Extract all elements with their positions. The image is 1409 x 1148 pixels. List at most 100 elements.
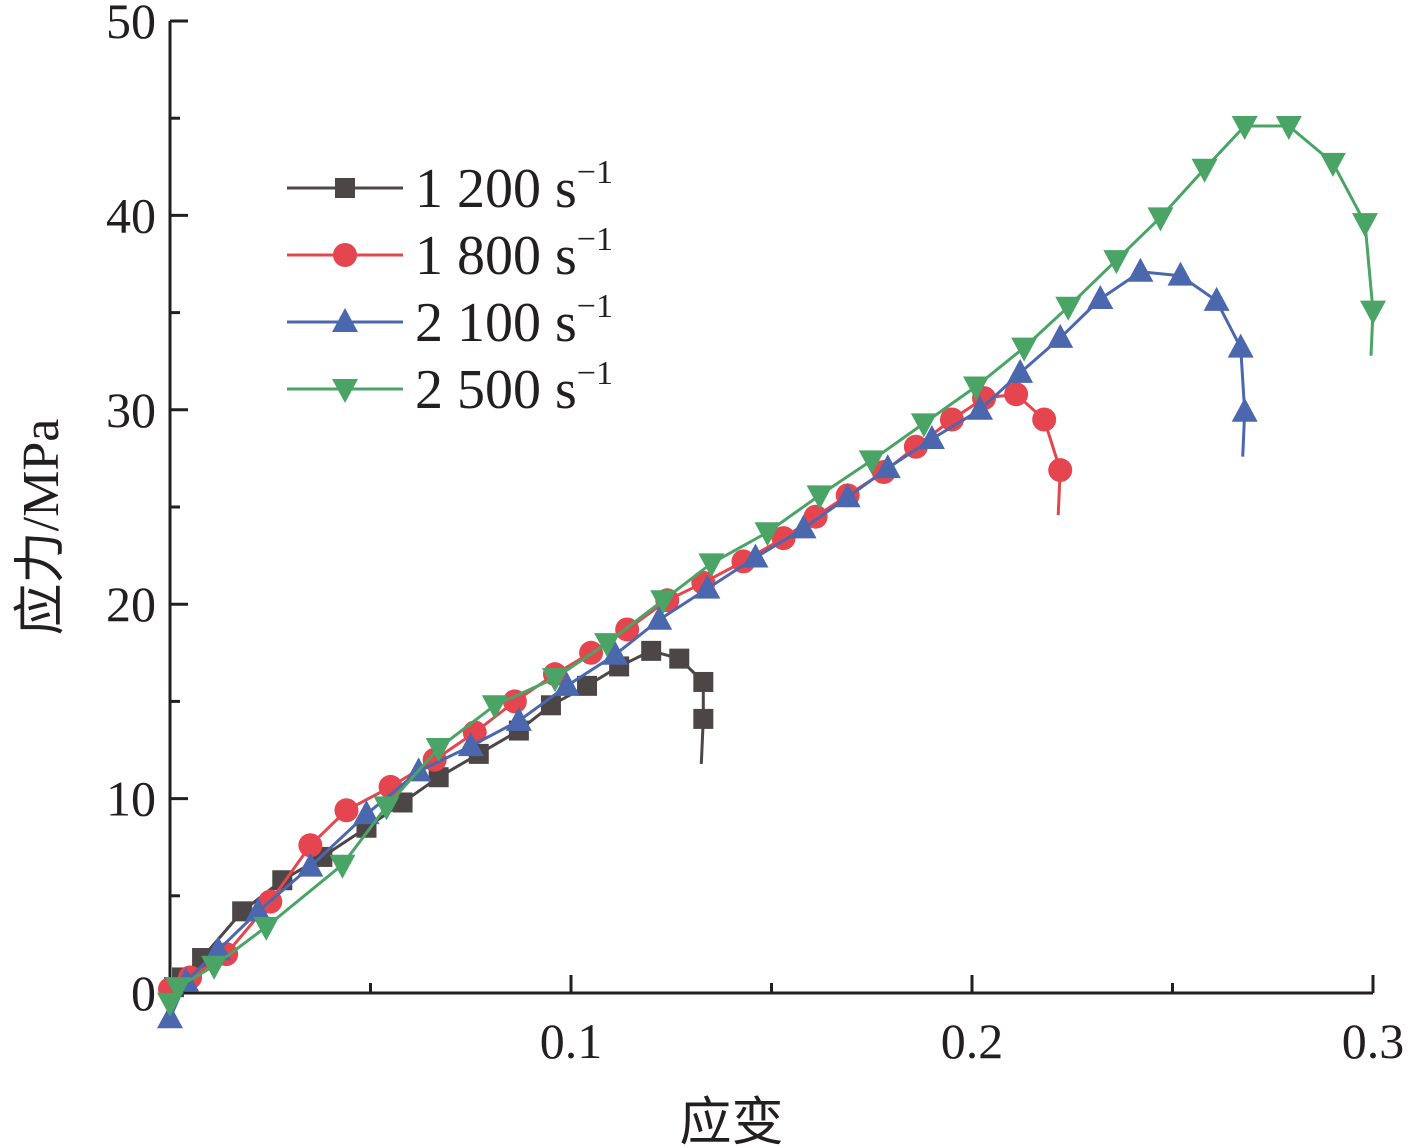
- data-point: [1203, 286, 1230, 311]
- data-point: [1087, 284, 1114, 309]
- series-1: [164, 640, 714, 998]
- data-point: [858, 450, 885, 475]
- series-line: [168, 124, 1375, 1004]
- data-point: [505, 706, 532, 731]
- data-point: [1047, 323, 1074, 348]
- data-point: [428, 767, 449, 788]
- data-point: [1032, 407, 1057, 432]
- data-point: [1275, 115, 1302, 140]
- data-point: [939, 407, 964, 432]
- data-point: [641, 640, 662, 661]
- data-point: [502, 689, 527, 714]
- y-tick-label: 0: [131, 965, 156, 1021]
- data-point: [1227, 333, 1254, 358]
- data-point: [693, 671, 714, 692]
- axis-ticks: 0 10 20 30 40 50 0.1 0.2 0.3: [106, 0, 1404, 1069]
- series-line: [168, 270, 1247, 1019]
- data-point: [669, 648, 690, 669]
- legend-superscript: −1: [577, 154, 613, 191]
- legend-item: 2 100 s−1: [287, 288, 613, 354]
- data-point: [790, 514, 817, 539]
- data-point: [694, 574, 721, 599]
- data-point: [693, 708, 714, 729]
- data-point: [967, 395, 994, 420]
- data-point: [245, 897, 272, 922]
- data-point: [157, 992, 183, 1017]
- y-tick-label: 20: [106, 576, 156, 632]
- data-point: [1231, 115, 1258, 140]
- data-point: [1147, 207, 1174, 232]
- data-point: [481, 695, 508, 720]
- legend-marker: [333, 243, 357, 267]
- legend-label: 2 500 s−1: [415, 355, 613, 421]
- y-tick-label: 10: [106, 771, 156, 827]
- data-point: [541, 668, 568, 693]
- data-point: [329, 854, 356, 879]
- y-tick-label: 40: [106, 187, 156, 243]
- legend-item: 1 200 s−1: [287, 154, 613, 220]
- data-point: [698, 553, 725, 578]
- legend-marker: [332, 308, 358, 332]
- data-point: [373, 796, 400, 821]
- x-axis-title: 应变: [679, 1095, 783, 1148]
- data-point: [874, 454, 901, 479]
- data-point: [602, 640, 629, 665]
- data-point: [1127, 257, 1154, 282]
- data-point: [297, 852, 324, 877]
- data-point: [834, 483, 861, 508]
- axes: [168, 21, 1373, 995]
- legend-label: 1 200 s−1: [415, 154, 613, 220]
- data-point: [1360, 300, 1386, 325]
- data-point: [425, 738, 452, 763]
- data-point: [553, 671, 580, 696]
- data-point: [910, 413, 937, 438]
- data-point: [918, 424, 945, 449]
- legend-marker: [332, 379, 358, 403]
- data-point: [1191, 158, 1218, 183]
- x-tick-label: 0.2: [941, 1013, 1004, 1069]
- data-point: [650, 590, 677, 615]
- data-point: [742, 543, 769, 568]
- legend-label: 1 800 s−1: [415, 221, 613, 287]
- data-point: [1103, 250, 1130, 275]
- legend-superscript: −1: [577, 355, 613, 392]
- legend-superscript: −1: [577, 221, 613, 258]
- data-point: [1167, 261, 1194, 286]
- series-line: [169, 392, 1062, 991]
- data-point: [754, 522, 781, 547]
- data-point: [353, 800, 380, 825]
- data-point: [963, 376, 990, 401]
- legend: 1 200 s−11 800 s−12 100 s−12 500 s−1: [287, 154, 613, 421]
- data-point: [1004, 382, 1029, 407]
- data-point: [201, 955, 228, 980]
- data-point: [1007, 358, 1034, 383]
- data-point: [298, 833, 323, 858]
- data-point: [646, 605, 673, 630]
- data-point: [232, 901, 253, 922]
- data-point: [253, 916, 280, 941]
- x-tick-label: 0.3: [1342, 1013, 1405, 1069]
- series-layer: [157, 115, 1386, 1029]
- data-point: [457, 732, 484, 757]
- data-point: [806, 485, 833, 510]
- series-4: [157, 115, 1386, 1017]
- data-point: [1048, 458, 1073, 483]
- y-axis-title: 应力/MPa: [13, 419, 70, 636]
- legend-label: 2 100 s−1: [415, 288, 613, 354]
- data-point: [1319, 152, 1346, 177]
- x-tick-label: 0.1: [540, 1013, 603, 1069]
- data-point: [1055, 296, 1082, 321]
- data-point: [577, 675, 598, 696]
- data-point: [1011, 337, 1038, 362]
- data-point: [1231, 397, 1258, 422]
- legend-item: 2 500 s−1: [287, 355, 613, 421]
- data-point: [334, 798, 359, 823]
- legend-marker: [335, 178, 355, 198]
- data-point: [165, 977, 192, 1002]
- y-tick-label: 30: [106, 382, 156, 438]
- series-2: [158, 382, 1073, 1002]
- data-point: [1351, 213, 1378, 238]
- legend-superscript: −1: [577, 288, 613, 325]
